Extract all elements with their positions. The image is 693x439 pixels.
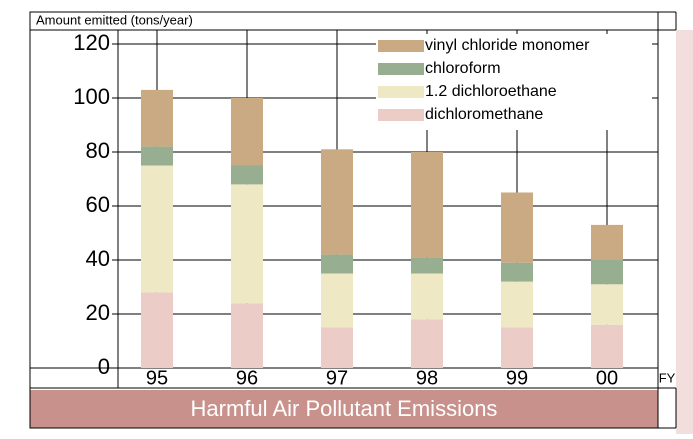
bar-segment <box>141 146 173 166</box>
bar-segment <box>501 327 533 368</box>
legend-swatch <box>378 40 424 52</box>
bar-segment <box>141 165 173 293</box>
bar-segment <box>231 184 263 304</box>
bar-segment <box>231 165 263 185</box>
legend-swatch <box>378 86 424 98</box>
y-tick-label: 40 <box>86 246 110 271</box>
side-strip <box>676 30 693 434</box>
x-tick-label: 00 <box>596 367 618 389</box>
bar-segment <box>501 281 533 328</box>
legend-swatch <box>378 63 424 75</box>
y-tick-label: 20 <box>86 300 110 325</box>
bar-segment <box>321 149 353 255</box>
y-tick-label: 60 <box>86 192 110 217</box>
bar-segment <box>141 89 173 147</box>
y-axis-label: Amount emitted (tons/year) <box>36 12 193 27</box>
x-tick-label: 98 <box>416 367 438 389</box>
bar-segment <box>411 152 443 258</box>
x-tick-label: 99 <box>506 367 528 389</box>
bar-segment <box>591 324 623 368</box>
y-tick-label: 120 <box>73 30 110 55</box>
bar-segment <box>321 273 353 328</box>
bar-segment <box>501 262 533 282</box>
bar-segment <box>411 273 443 320</box>
bar-segment <box>501 192 533 263</box>
y-tick-label: 80 <box>86 138 110 163</box>
bar-segment <box>411 257 443 274</box>
x-tick-label: 95 <box>146 367 168 389</box>
bar-segment <box>231 303 263 368</box>
bar-segment <box>591 260 623 285</box>
chart-title: Harmful Air Pollutant Emissions <box>191 396 498 421</box>
legend-label: vinyl chloride monomer <box>425 37 590 54</box>
x-tick-label: 97 <box>326 367 348 389</box>
legend-label: dichloromethane <box>425 106 543 123</box>
bar-segment <box>141 292 173 368</box>
bar-segment <box>321 254 353 274</box>
bar-segment <box>591 224 623 260</box>
bar-segment <box>591 284 623 325</box>
bar-segment <box>411 319 443 368</box>
x-axis-label: FY <box>659 370 676 385</box>
bar-segment <box>321 327 353 368</box>
y-tick-label: 100 <box>73 84 110 109</box>
title-band <box>30 390 658 428</box>
legend-label: 1.2 dichloroethane <box>425 83 557 100</box>
legend-label: chloroform <box>425 60 501 77</box>
x-tick-label: 96 <box>236 367 258 389</box>
bar-segment <box>231 98 263 166</box>
y-tick-label: 0 <box>98 354 110 379</box>
legend-swatch <box>378 109 424 121</box>
